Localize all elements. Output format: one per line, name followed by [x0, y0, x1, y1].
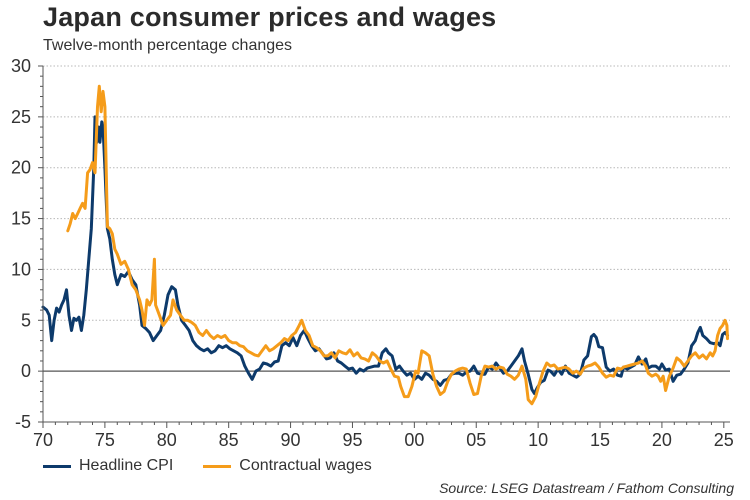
series-group — [41, 84, 729, 406]
x-tick-label: 00 — [404, 430, 424, 450]
x-tick-label: 90 — [281, 430, 301, 450]
x-tick-label: 25 — [714, 430, 734, 450]
x-tick-label: 75 — [95, 430, 115, 450]
series-line-headline-cpi — [41, 115, 729, 395]
x-tick-label: 15 — [590, 430, 610, 450]
y-tick-label: 0 — [21, 361, 31, 381]
source-note: Source: LSEG Datastream / Fathom Consult… — [439, 480, 734, 496]
axes — [38, 65, 730, 428]
x-tick-label: 10 — [528, 430, 548, 450]
x-tick-label: 20 — [652, 430, 672, 450]
chart-subtitle: Twelve-month percentage changes — [43, 37, 293, 54]
y-tick-label: 20 — [11, 158, 31, 178]
x-tick-label: 70 — [33, 430, 53, 450]
x-tick-label: 95 — [342, 430, 362, 450]
y-tick-label: 15 — [11, 209, 31, 229]
gridlines — [43, 65, 730, 321]
x-tick-label: 85 — [219, 430, 239, 450]
y-tick-label: 25 — [11, 107, 31, 127]
y-tick-label: 30 — [11, 56, 31, 76]
legend-item-headline-cpi: Headline CPI — [43, 457, 173, 475]
chart-title: Japan consumer prices and wages — [43, 2, 497, 32]
y-axis-ticks: -5 0 5 10 15 20 25 30 — [11, 56, 31, 432]
y-tick-label: 5 — [21, 310, 31, 330]
x-tick-label: 80 — [157, 430, 177, 450]
x-axis-ticks: 70 75 80 85 90 95 00 05 10 15 20 25 — [33, 430, 734, 450]
legend-label-contractual-wages: Contractual wages — [239, 457, 372, 474]
legend-label-headline-cpi: Headline CPI — [79, 457, 174, 474]
series-line-contractual-wages — [66, 84, 729, 406]
legend-swatch-contractual-wages — [203, 464, 232, 468]
x-tick-label: 05 — [466, 430, 486, 450]
y-tick-label: 10 — [11, 259, 31, 279]
y-tick-label: -5 — [15, 412, 31, 432]
legend-swatch-headline-cpi — [43, 464, 71, 468]
legend: Headline CPI Contractual wages — [43, 457, 402, 475]
legend-item-contractual-wages: Contractual wages — [203, 457, 372, 475]
